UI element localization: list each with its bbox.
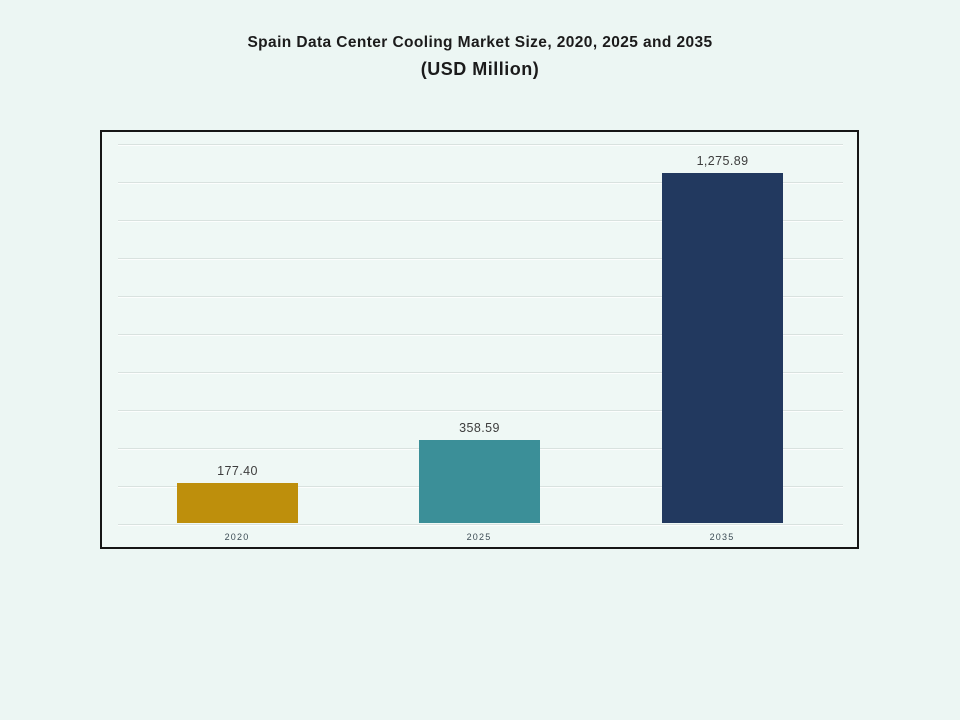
bar-group-2020: 177.40 [177, 464, 298, 523]
bar-group-2025: 358.59 [419, 421, 540, 523]
gridline [118, 181, 843, 183]
chart-title-line1: Spain Data Center Cooling Market Size, 2… [247, 34, 713, 51]
bar-value-2025: 358.59 [459, 421, 500, 435]
gridline [118, 333, 843, 335]
chart-title-line2: (USD Million) [420, 59, 540, 79]
bar-2020 [177, 483, 298, 523]
chart-frame: 177.40 358.59 1,275.89 2020 2025 2035 [100, 130, 859, 549]
gridline [118, 219, 843, 221]
bar-value-2020: 177.40 [217, 464, 258, 478]
gridline [118, 371, 843, 373]
x-axis-label-2025: 2025 [466, 532, 492, 542]
gridline [118, 524, 843, 525]
x-axis-label-2035: 2035 [709, 532, 735, 542]
chart-title: Spain Data Center Cooling Market Size, 2… [0, 34, 960, 80]
x-axis-label-2020: 2020 [224, 532, 250, 542]
bar-2025 [419, 440, 540, 523]
bar-group-2035: 1,275.89 [662, 154, 783, 523]
gridline [118, 257, 843, 259]
gridline [118, 295, 843, 297]
bar-2035 [662, 173, 783, 523]
plot-area: 177.40 358.59 1,275.89 2020 2025 2035 [102, 132, 857, 547]
gridline [118, 143, 843, 145]
gridline [118, 409, 843, 411]
bar-value-2035: 1,275.89 [696, 154, 749, 168]
